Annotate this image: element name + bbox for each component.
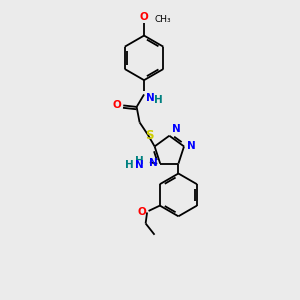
Text: O: O	[137, 206, 146, 217]
Text: N: N	[172, 124, 180, 134]
Text: O: O	[140, 12, 148, 22]
Text: H: H	[135, 156, 144, 166]
Text: N: N	[135, 160, 144, 170]
Text: H: H	[125, 160, 134, 170]
Text: H: H	[154, 95, 163, 105]
Text: N: N	[146, 93, 155, 103]
Text: O: O	[112, 100, 121, 110]
Text: S: S	[145, 129, 154, 142]
Text: N: N	[187, 141, 196, 152]
Text: N: N	[149, 158, 158, 168]
Text: CH₃: CH₃	[154, 15, 171, 24]
